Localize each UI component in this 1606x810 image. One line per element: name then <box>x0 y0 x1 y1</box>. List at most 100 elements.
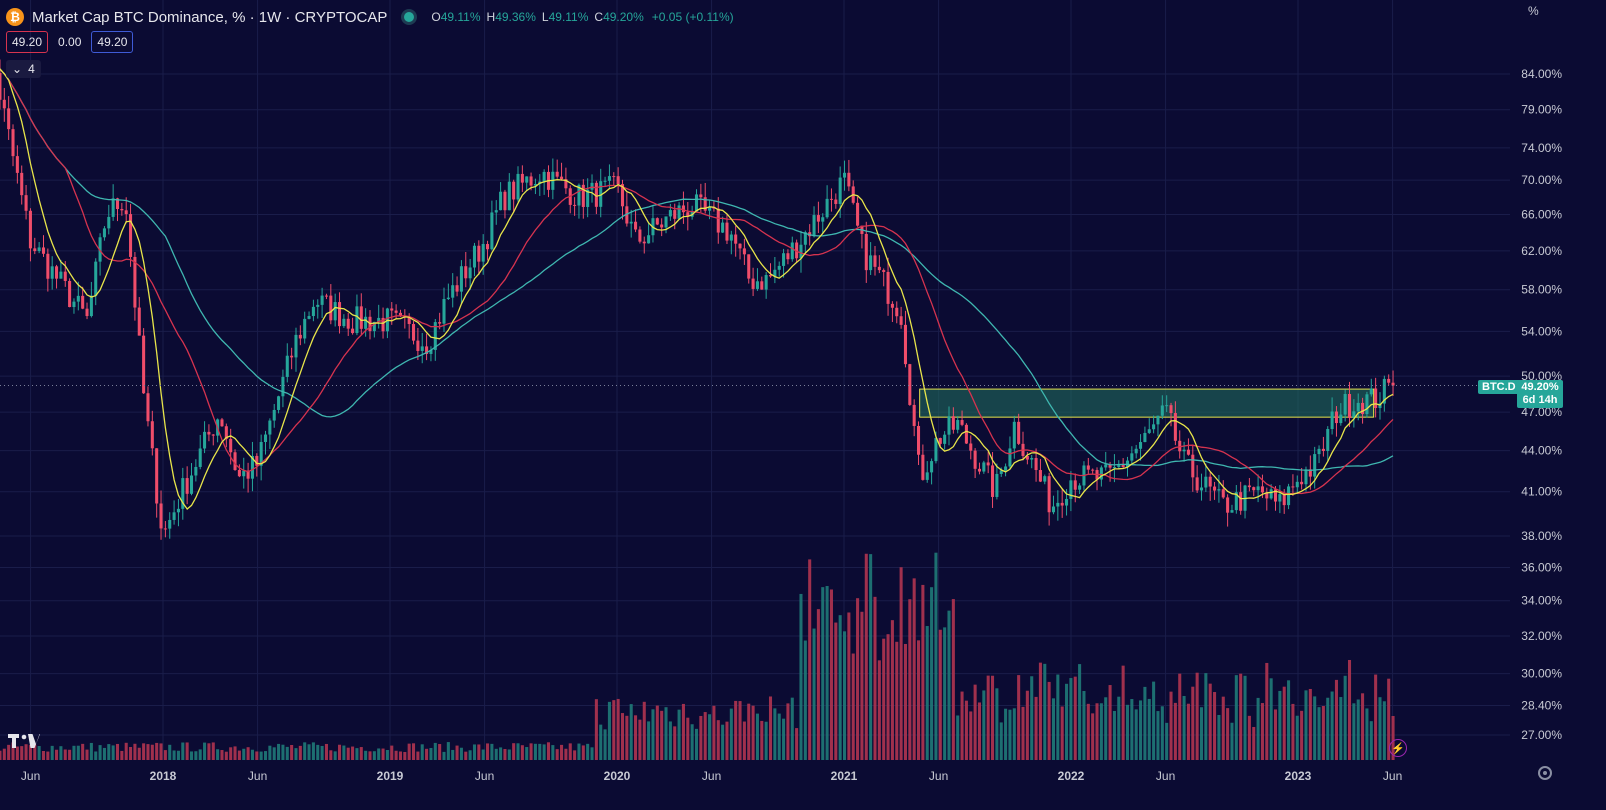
candle <box>268 420 272 435</box>
volume-bar <box>795 728 799 760</box>
candle <box>616 176 620 185</box>
y-tick-label: 44.00% <box>1521 444 1562 458</box>
volume-bar <box>825 586 829 760</box>
volume-bar <box>1343 675 1347 760</box>
axis-unit-label[interactable]: % <box>1528 4 1539 18</box>
candle <box>477 245 481 262</box>
volume-bar <box>181 742 185 760</box>
close-value: 49.20% <box>603 10 644 24</box>
volume-bar <box>864 553 868 760</box>
candle <box>1017 421 1021 444</box>
symbol-title[interactable]: Market Cap BTC Dominance, % · 1W · CRYPT… <box>32 8 388 26</box>
indicator-value-blue[interactable]: 49.20 <box>91 31 134 53</box>
volume-bar <box>934 552 938 760</box>
volume-bar <box>699 715 703 760</box>
candle <box>838 177 842 204</box>
candle <box>734 234 738 244</box>
volume-bar <box>1051 698 1056 760</box>
candle <box>799 244 803 259</box>
volume-bar <box>642 701 646 760</box>
volume-bar <box>1095 703 1099 760</box>
candle <box>1204 476 1208 488</box>
volume-bar <box>207 743 211 760</box>
candle <box>764 275 768 290</box>
volume-bar <box>568 743 572 760</box>
volume-bar <box>1086 703 1090 760</box>
candle <box>708 206 712 211</box>
volume-bar <box>451 749 455 760</box>
candle <box>1304 469 1308 485</box>
candle <box>612 176 616 178</box>
candle <box>516 173 520 200</box>
gear-icon[interactable] <box>1538 766 1552 780</box>
candle <box>603 180 607 182</box>
candle <box>1199 487 1204 491</box>
candle <box>1038 470 1042 482</box>
volume-bar <box>272 747 276 760</box>
volume-bar <box>716 720 720 760</box>
candle <box>1343 393 1347 415</box>
open-value: 49.11% <box>440 10 481 24</box>
candle <box>725 222 729 241</box>
volume-bar <box>150 744 154 760</box>
volume-bar <box>594 699 598 760</box>
indicator-value-zero: 0.00 <box>58 35 82 49</box>
volume-bar <box>259 751 263 760</box>
candle <box>1278 494 1282 502</box>
volume-bar <box>1012 708 1016 760</box>
volume-bar <box>1112 710 1116 760</box>
candle <box>459 266 463 292</box>
candle <box>7 108 11 130</box>
lightning-icon[interactable]: ⚡ <box>1389 739 1407 757</box>
candle <box>795 242 799 259</box>
candle <box>486 244 490 250</box>
volume-bar <box>873 596 877 760</box>
candle <box>464 266 468 279</box>
candle <box>825 198 829 218</box>
y-tick-label: 50.00% <box>1521 369 1562 383</box>
candle <box>1356 402 1360 412</box>
candle <box>211 434 215 436</box>
candle <box>1191 454 1195 478</box>
candle <box>1269 489 1273 499</box>
candle <box>1291 486 1295 488</box>
volume-bar <box>1034 696 1038 760</box>
volume-bar <box>486 743 490 760</box>
candle <box>342 318 346 327</box>
volume-bar <box>420 744 424 760</box>
candle <box>1073 480 1077 490</box>
support-resistance-zone <box>919 388 1375 418</box>
candle <box>1152 424 1156 430</box>
candle <box>189 475 194 494</box>
volume-bar <box>921 584 925 760</box>
indicators-collapse-button[interactable]: ⌄ 4 <box>6 60 41 78</box>
x-tick-label: 2023 <box>1285 769 1312 783</box>
volume-bar <box>85 749 89 760</box>
indicator-value-red[interactable]: 49.20 <box>6 31 49 53</box>
candle <box>490 212 494 250</box>
tradingview-logo[interactable] <box>8 732 40 750</box>
candle <box>1060 502 1064 506</box>
candle <box>951 416 955 430</box>
volume-bar <box>1291 703 1295 760</box>
candle <box>250 455 254 479</box>
volume-bar <box>1260 703 1264 760</box>
candle <box>1295 481 1299 488</box>
candle <box>85 308 89 317</box>
volume-bar <box>908 599 912 760</box>
candle <box>420 346 424 351</box>
volume-bar <box>329 750 333 760</box>
volume-bar <box>1082 690 1086 760</box>
volume-bar <box>533 743 537 760</box>
volume-bar <box>1378 697 1382 760</box>
volume-bar <box>899 567 903 760</box>
candle <box>416 340 420 351</box>
volume-bar <box>943 627 947 760</box>
candle <box>176 508 180 513</box>
volume-bar <box>198 749 202 760</box>
candle <box>89 295 93 317</box>
candle <box>224 426 228 439</box>
candle <box>821 217 825 222</box>
candle <box>124 210 128 215</box>
